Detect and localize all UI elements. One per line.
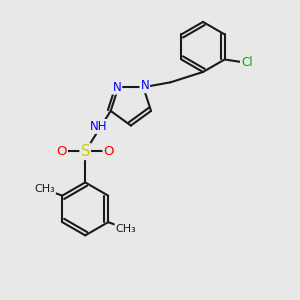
Text: S: S bbox=[80, 144, 90, 159]
Text: CH₃: CH₃ bbox=[116, 224, 136, 234]
Text: O: O bbox=[103, 145, 114, 158]
Text: N: N bbox=[112, 81, 121, 94]
Text: CH₃: CH₃ bbox=[34, 184, 55, 194]
Text: NH: NH bbox=[90, 120, 107, 133]
Text: Cl: Cl bbox=[241, 56, 253, 69]
Text: O: O bbox=[56, 145, 67, 158]
Text: N: N bbox=[140, 79, 149, 92]
